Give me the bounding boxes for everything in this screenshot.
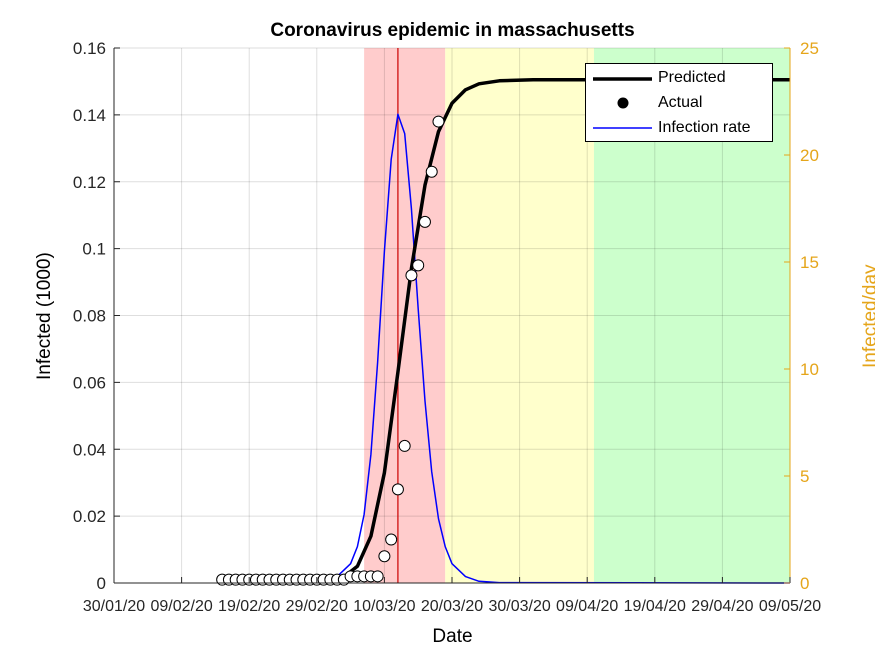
actual-point (378, 550, 391, 563)
right-y-tick-label: 15 (800, 253, 819, 272)
left-y-tick-label: 0.14 (73, 106, 106, 125)
legend-item-predicted: Predicted (586, 66, 774, 90)
actual-point (391, 483, 404, 496)
x-tick-label: 09/05/20 (759, 598, 821, 615)
left-y-axis-ticks: 0 0.02 0.04 0.06 0.08 0.1 0.12 0.14 0.16 (73, 39, 120, 593)
legend-rate-swatch (593, 127, 652, 129)
actual-point (412, 259, 425, 272)
actual-series (216, 115, 445, 586)
x-tick-label: 10/03/20 (353, 598, 415, 615)
left-y-tick-label: 0.12 (73, 173, 106, 192)
infection-rate-series (303, 113, 791, 584)
right-y-tick-label: 25 (800, 39, 819, 58)
right-y-tick-label: 0 (800, 574, 809, 593)
infection-rate-line (303, 113, 791, 584)
x-axis-ticks: 30/01/20 09/02/20 19/02/20 29/02/20 10/03/20… (83, 577, 821, 615)
legend-item-infection-rate: Infection rate (586, 116, 774, 140)
actual-point (371, 570, 384, 583)
x-tick-label: 20/03/20 (421, 598, 483, 615)
chart-title: Coronavirus epidemic in massachusetts (270, 20, 635, 41)
x-tick-label: 30/01/20 (83, 598, 145, 615)
x-tick-label: 09/04/20 (556, 598, 618, 615)
legend: Predicted Actual Infection rate (585, 63, 773, 142)
right-y-tick-label: 5 (800, 467, 809, 486)
right-y-tick-label: 10 (800, 360, 819, 379)
right-y-axis-label: Infected/day (860, 263, 875, 368)
x-axis-label: Date (432, 626, 473, 647)
legend-actual-swatch (617, 97, 629, 109)
actual-point (425, 165, 438, 178)
legend-label-actual: Actual (658, 94, 703, 111)
actual-point (405, 269, 418, 282)
left-y-tick-label: 0.1 (82, 240, 106, 259)
right-y-axis-ticks: 0 5 10 15 20 25 (784, 39, 819, 593)
left-y-tick-label: 0.04 (73, 440, 106, 459)
actual-point (385, 533, 398, 546)
left-y-tick-label: 0.16 (73, 39, 106, 58)
grid-lines (113, 47, 791, 584)
legend-label-infection-rate: Infection rate (658, 119, 751, 136)
x-tick-label: 19/02/20 (218, 598, 280, 615)
actual-point (418, 215, 431, 228)
legend-predicted-swatch (593, 77, 652, 81)
actual-point (432, 115, 445, 128)
right-y-tick-label: 20 (800, 146, 819, 165)
left-y-axis-label: Infected (1000) (34, 251, 55, 380)
x-tick-label: 19/04/20 (624, 598, 686, 615)
left-y-tick-label: 0.06 (73, 373, 106, 392)
x-tick-label: 29/02/20 (286, 598, 348, 615)
left-y-tick-label: 0.02 (73, 507, 106, 526)
left-y-tick-label: 0.08 (73, 307, 106, 326)
band-yellow (445, 48, 594, 583)
x-tick-label: 29/04/20 (691, 598, 753, 615)
left-y-tick-label: 0 (97, 574, 106, 593)
legend-label-predicted: Predicted (658, 69, 726, 86)
x-tick-label: 09/02/20 (150, 598, 212, 615)
x-tick-label: 30/03/20 (488, 598, 550, 615)
actual-point (398, 439, 411, 452)
legend-item-actual: Actual (586, 91, 774, 115)
